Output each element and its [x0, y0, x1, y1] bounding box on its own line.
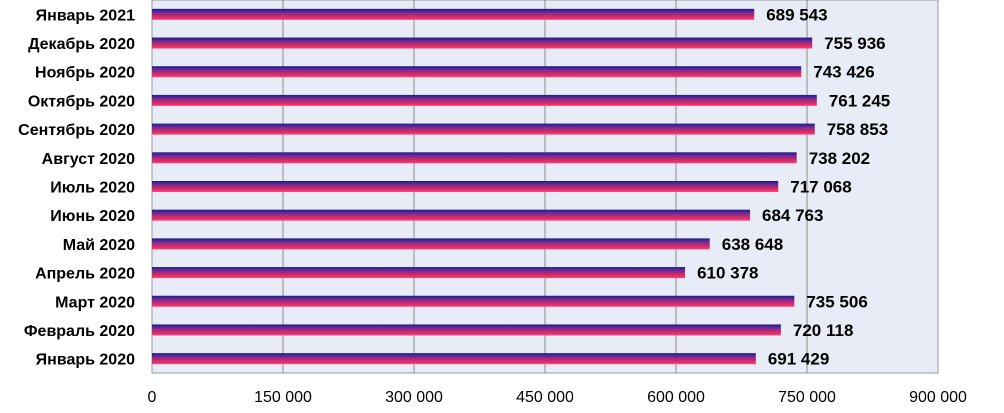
x-tick-label: 150 000: [254, 389, 312, 406]
x-axis-tick-labels: 0 150 000 300 000 450 000 600 000 750 000 900 …: [148, 389, 967, 406]
x-tick-label: 750 000: [778, 389, 836, 406]
data-label: 638 648: [722, 235, 783, 254]
category-label: Июль 2020: [50, 180, 135, 197]
category-label: Март 2020: [55, 294, 135, 311]
category-label: Июнь 2020: [50, 208, 135, 225]
data-label: 610 378: [697, 264, 758, 283]
bar: [152, 238, 710, 250]
category-label: Декабрь 2020: [28, 36, 135, 53]
data-label: 735 506: [806, 292, 867, 311]
bar: [152, 181, 779, 192]
category-label: Август 2020: [42, 151, 135, 168]
bar: [152, 267, 686, 279]
data-label: 720 118: [793, 321, 854, 340]
bar: [152, 8, 755, 20]
data-label: 689 543: [766, 5, 827, 24]
bar: [152, 66, 802, 78]
data-label: 743 426: [813, 63, 874, 82]
bar: [152, 152, 797, 164]
x-tick-label: 600 000: [647, 389, 705, 406]
bar: [152, 37, 813, 49]
category-label: Апрель 2020: [35, 266, 135, 283]
category-label: Январь 2020: [36, 352, 135, 369]
bar: [152, 295, 795, 307]
x-tick-label: 0: [148, 389, 157, 406]
data-label: 761 245: [829, 91, 890, 110]
data-label: 717 068: [790, 178, 851, 197]
bar: [152, 353, 756, 365]
bar: [152, 209, 751, 221]
category-label: Май 2020: [63, 237, 135, 254]
category-label: Сентябрь 2020: [18, 122, 135, 139]
category-labels: Январь 2021 Декабрь 2020 Ноябрь 2020 Октябр…: [18, 7, 135, 368]
data-label: 758 853: [827, 120, 888, 139]
x-tick-label: 300 000: [385, 389, 443, 406]
x-tick-label: 450 000: [516, 389, 574, 406]
data-label: 755 936: [824, 34, 885, 53]
x-tick-label: 900 000: [909, 389, 967, 406]
data-label: 684 763: [762, 206, 823, 225]
value-labels: 689 543 755 936 743 426 761 245 758 853 738 2…: [697, 5, 890, 368]
bar: [152, 324, 781, 336]
data-label: 738 202: [809, 149, 870, 168]
bars: [152, 8, 817, 365]
category-label: Октябрь 2020: [28, 93, 135, 110]
data-label: 691 429: [768, 350, 829, 369]
category-label: Январь 2021: [36, 7, 135, 24]
category-label: Февраль 2020: [24, 323, 135, 340]
bar: [152, 94, 817, 106]
bar: [152, 123, 815, 135]
category-label: Ноябрь 2020: [35, 65, 135, 82]
